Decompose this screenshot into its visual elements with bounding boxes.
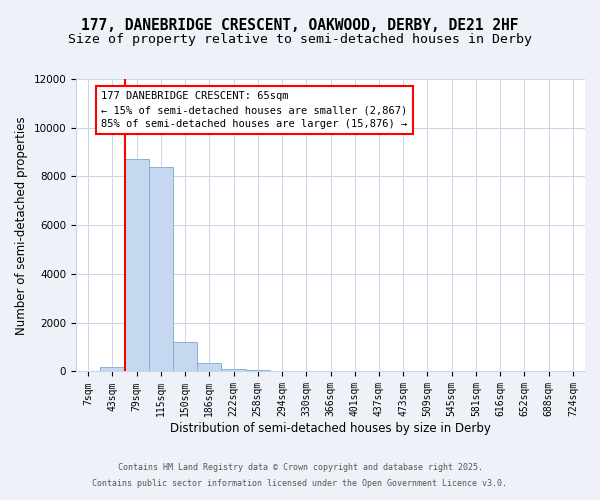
Text: 177 DANEBRIDGE CRESCENT: 65sqm
← 15% of semi-detached houses are smaller (2,867): 177 DANEBRIDGE CRESCENT: 65sqm ← 15% of … xyxy=(101,91,408,129)
Bar xyxy=(173,342,197,372)
Bar xyxy=(245,370,270,372)
Bar xyxy=(221,369,245,372)
Text: Contains HM Land Registry data © Crown copyright and database right 2025.: Contains HM Land Registry data © Crown c… xyxy=(118,464,482,472)
Y-axis label: Number of semi-detached properties: Number of semi-detached properties xyxy=(15,116,28,334)
Bar xyxy=(100,366,125,372)
Bar xyxy=(149,166,173,372)
X-axis label: Distribution of semi-detached houses by size in Derby: Distribution of semi-detached houses by … xyxy=(170,422,491,435)
Bar xyxy=(125,160,149,372)
Text: Size of property relative to semi-detached houses in Derby: Size of property relative to semi-detach… xyxy=(68,32,532,46)
Text: Contains public sector information licensed under the Open Government Licence v3: Contains public sector information licen… xyxy=(92,478,508,488)
Text: 177, DANEBRIDGE CRESCENT, OAKWOOD, DERBY, DE21 2HF: 177, DANEBRIDGE CRESCENT, OAKWOOD, DERBY… xyxy=(81,18,519,32)
Bar xyxy=(197,364,221,372)
